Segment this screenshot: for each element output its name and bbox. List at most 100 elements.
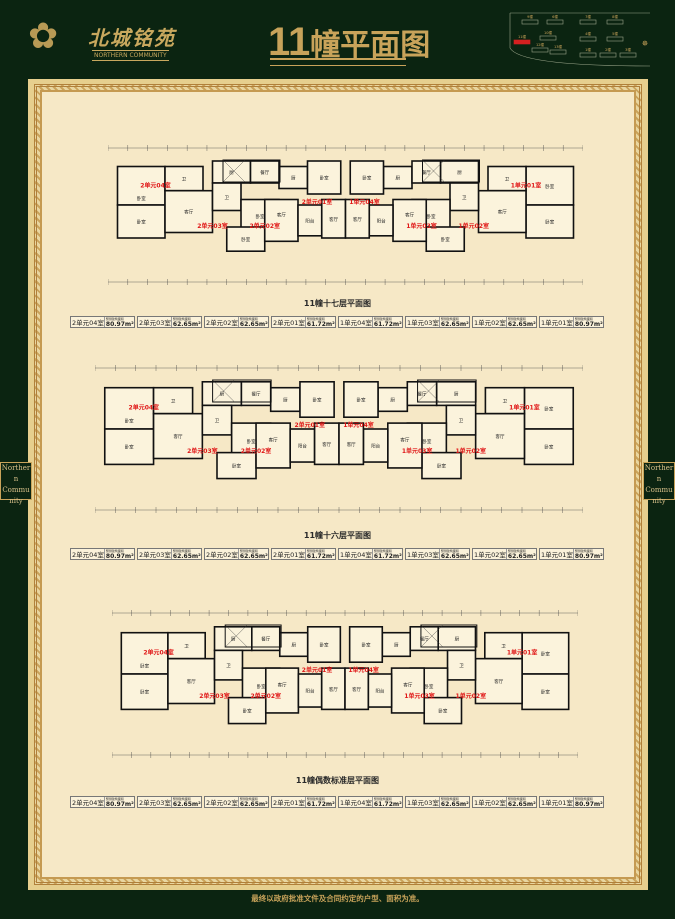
room-label: 卧室 xyxy=(541,689,550,696)
area-value-box: 预测建筑面积 62.65m² xyxy=(170,549,201,560)
site-building xyxy=(531,47,549,53)
room-label: 卧室 xyxy=(441,236,450,243)
logo-emblem-icon: ✿ xyxy=(28,16,59,57)
room-label: 客厅 xyxy=(347,441,356,448)
room-label: 厨 xyxy=(291,643,296,649)
area-value: 80.97m² xyxy=(574,321,603,328)
unit-label: 1单元04室 xyxy=(349,198,380,206)
room xyxy=(523,386,575,430)
room-label: 卫 xyxy=(459,418,464,424)
area-value: 80.97m² xyxy=(105,553,134,560)
room xyxy=(525,204,575,239)
room xyxy=(263,198,299,243)
room xyxy=(474,657,523,705)
unit-name: 2单元04室 xyxy=(72,551,104,559)
area-caption: 预测建筑面积 xyxy=(574,797,593,801)
area-cell: 1单元04室 预测建筑面积 61.72m² xyxy=(338,796,403,808)
area-value-box: 预测建筑面积 80.97m² xyxy=(572,549,603,559)
room-label: 卫 xyxy=(505,177,510,183)
unit-label: 1单元01室 xyxy=(507,649,538,657)
room-label: 厨 xyxy=(394,643,399,649)
title-underline xyxy=(270,58,406,66)
area-value: 62.65m² xyxy=(172,553,201,560)
room xyxy=(255,422,291,469)
room-label: 卧室 xyxy=(137,195,146,202)
site-building-label: 8幢 xyxy=(612,14,618,19)
unit-name: 2单元03室 xyxy=(139,799,171,807)
room-label: 客厅 xyxy=(329,686,338,693)
elevator-core xyxy=(417,379,477,403)
area-cell: 1单元03室 预测建筑面积 62.65m² xyxy=(405,316,470,328)
area-table-standard: 2单元04室 预测建筑面积 80.97m² 2单元03室 预测建筑面积 62.65m² 2单… xyxy=(70,796,604,808)
area-value-box: 预测建筑面积 61.72m² xyxy=(304,317,335,327)
area-cell: 2单元01室 预测建筑面积 61.72m² xyxy=(271,548,336,560)
site-building xyxy=(599,52,617,58)
site-building xyxy=(579,19,597,25)
site-building xyxy=(606,19,624,25)
room xyxy=(521,673,570,711)
room-label: 餐厅 xyxy=(261,636,270,643)
area-cell: 2单元03室 预测建筑面积 62.65m² xyxy=(137,316,202,328)
room xyxy=(211,182,242,212)
elevator-core xyxy=(420,624,478,648)
area-cell: 1单元03室 预测建筑面积 62.65m² xyxy=(405,548,470,560)
area-value: 61.72m² xyxy=(373,321,402,328)
unit-label: 1单元04室 xyxy=(343,421,374,429)
floor-plan-standard: 2单元04室 2单元03室 2单元02室 2单元01室 1单元04室 1单元03室 1单元0… xyxy=(112,610,578,758)
brand-logo: ✿ 北城铭苑 NORTHERN COMMUNITY xyxy=(28,16,178,66)
area-caption: 预测建筑面积 xyxy=(373,317,392,321)
room-label: 厨 xyxy=(220,392,225,398)
area-value-box: 预测建筑面积 80.97m² xyxy=(572,797,603,807)
room xyxy=(299,380,335,419)
room-label: 客厅 xyxy=(405,211,414,218)
unit-name: 2单元02室 xyxy=(206,551,238,559)
area-value: 62.65m² xyxy=(440,553,469,560)
area-caption: 预测建筑面积 xyxy=(373,549,392,553)
site-building-label: 12幢 xyxy=(536,42,544,47)
room-label: 卫 xyxy=(226,663,231,669)
unit-name: 2单元03室 xyxy=(139,551,171,559)
room-label: 客厅 xyxy=(269,437,278,444)
area-cell: 2单元03室 预测建筑面积 62.65m² xyxy=(137,796,202,808)
room-label: 卧室 xyxy=(320,642,329,649)
area-value-box: 预测建筑面积 61.72m² xyxy=(371,797,402,807)
room-label: 卧室 xyxy=(437,463,446,470)
unit-name: 1单元02室 xyxy=(474,319,506,327)
site-building-label: 6幢 xyxy=(552,14,558,19)
unit-name: 2单元01室 xyxy=(273,799,305,807)
room-label: 卧室 xyxy=(544,405,553,412)
room-label: 卧室 xyxy=(243,708,252,715)
room-label: 客厅 xyxy=(353,216,362,223)
room xyxy=(386,422,423,469)
room xyxy=(521,631,570,675)
site-building-label: 2幢 xyxy=(605,47,611,52)
site-building-label: 7幢 xyxy=(585,14,591,19)
area-caption: 预测建筑面积 xyxy=(574,549,593,553)
elevator-icon xyxy=(225,624,248,648)
site-building-label: 13幢 xyxy=(554,44,562,49)
room xyxy=(289,428,316,463)
room-label: 卫 xyxy=(459,663,464,669)
area-value: 62.65m² xyxy=(239,801,268,808)
area-value-box: 预测建筑面积 62.65m² xyxy=(438,549,469,560)
site-building xyxy=(619,52,637,58)
room-label: 餐厅 xyxy=(252,391,261,398)
unit-name: 1单元01室 xyxy=(541,551,573,559)
site-building-label: 10幢 xyxy=(544,30,552,35)
site-building xyxy=(546,19,564,25)
area-caption: 预测建筑面积 xyxy=(172,317,191,321)
area-table-16: 2单元04室 预测建筑面积 80.97m² 2单元03室 预测建筑面积 62.65m² 2单… xyxy=(70,548,604,560)
room-label: 客厅 xyxy=(400,437,409,444)
elevator-core xyxy=(222,159,281,183)
elevator-icon xyxy=(417,379,440,403)
area-value-box: 预测建筑面积 80.97m² xyxy=(103,317,134,327)
room-label: 厨 xyxy=(283,398,288,404)
area-value-box: 预测建筑面积 62.65m² xyxy=(170,317,201,327)
site-building-label: 11幢 xyxy=(518,34,526,39)
unit-label: 2单元04室 xyxy=(143,649,174,657)
unit-label: 2单元04室 xyxy=(129,404,160,412)
area-value: 61.72m² xyxy=(306,553,335,560)
room xyxy=(152,386,194,415)
unit-label: 1单元01室 xyxy=(511,182,542,190)
room xyxy=(425,226,466,253)
